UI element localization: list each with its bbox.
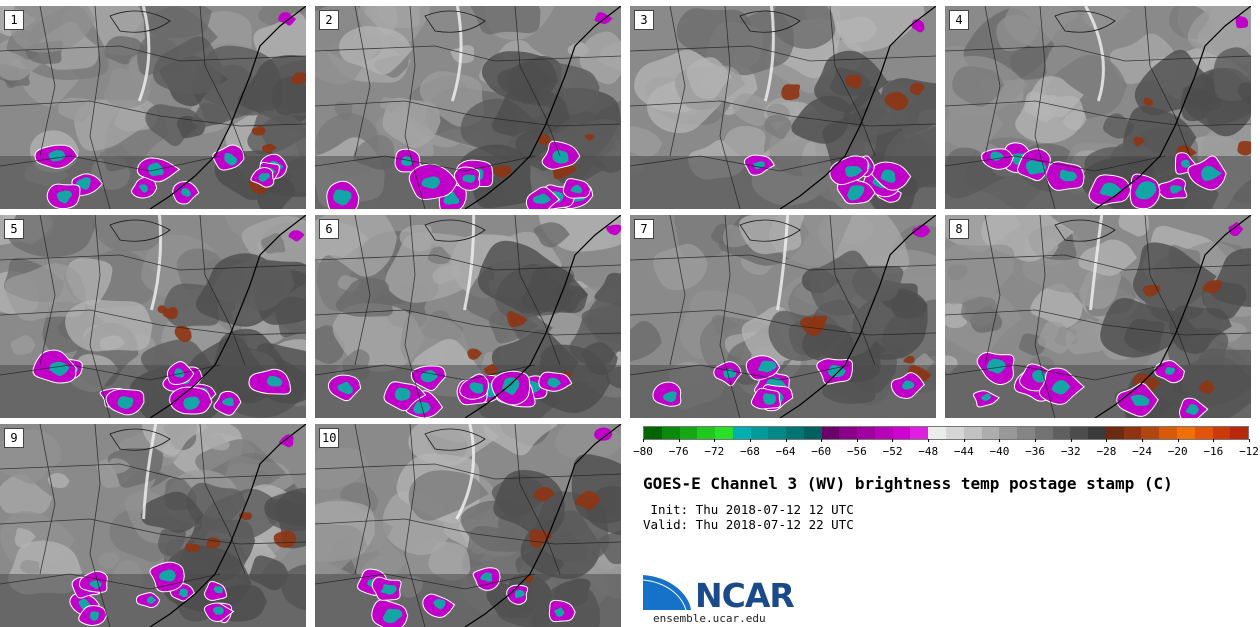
water-vapor-map — [0, 424, 306, 627]
panel-number: 1 — [4, 10, 24, 30]
colorbar-swatch — [644, 427, 662, 439]
colorbar-swatch — [661, 427, 680, 439]
forecast-panel-2: 2 — [315, 6, 621, 209]
colorbar-swatch — [750, 427, 769, 439]
panel-number: 9 — [4, 428, 24, 448]
colorbar-swatch — [697, 427, 716, 439]
forecast-panel-6: 6 — [315, 215, 621, 418]
water-vapor-map — [0, 6, 306, 209]
colorbar-tick-label: −28 — [1096, 439, 1116, 458]
colorbar-tick-label: −80 — [633, 439, 653, 458]
panel-number: 4 — [949, 10, 969, 30]
colorbar-tick-label: −72 — [704, 439, 724, 458]
panel-number: 7 — [634, 219, 654, 239]
colorbar-swatch — [803, 427, 822, 439]
forecast-panel-5: 5 — [0, 215, 306, 418]
colorbar-swatch — [999, 427, 1018, 439]
colorbar-swatch — [1194, 427, 1213, 439]
water-vapor-map — [0, 215, 306, 418]
colorbar-swatch — [928, 427, 947, 439]
water-vapor-map — [945, 215, 1251, 418]
colorbar-tick-label: −48 — [918, 439, 938, 458]
water-vapor-map — [315, 6, 621, 209]
colorbar-swatch — [1017, 427, 1035, 439]
panel-number: 10 — [319, 428, 340, 448]
forecast-panel-1: 1 — [0, 6, 306, 209]
forecast-panel-8: 8 — [945, 215, 1251, 418]
colorbar-swatch — [1212, 427, 1231, 439]
panel-number: 2 — [319, 10, 339, 30]
colorbar-swatch — [1141, 427, 1160, 439]
forecast-panel-9: 9 — [0, 424, 306, 627]
colorbar-swatch — [1088, 427, 1106, 439]
logo-url: ensemble.ucar.edu — [653, 612, 766, 625]
colorbar-swatch — [679, 427, 698, 439]
colorbar-swatch — [715, 427, 733, 439]
colorbar-tick-label: −56 — [847, 439, 867, 458]
colorbar-tick-label: −24 — [1132, 439, 1152, 458]
colorbar-tick-label: −12 — [1239, 439, 1259, 458]
colorbar-tick-label: −16 — [1203, 439, 1223, 458]
colorbar-tick-label: −44 — [954, 439, 974, 458]
colorbar-swatch — [1105, 427, 1124, 439]
colorbar-swatch — [1176, 427, 1195, 439]
figure-title: GOES-E Channel 3 (WV) brightness temp po… — [643, 474, 1173, 493]
colorbar-ticks: −80 −76 −72 −68 −64 −60 −56 −52 −48 −44 −40 −36 −32−… — [633, 439, 1259, 463]
panel-number: 8 — [949, 219, 969, 239]
water-vapor-map — [315, 424, 621, 627]
valid-time: Valid: Thu 2018-07-12 22 UTC — [643, 517, 854, 532]
colorbar-tick-label: −64 — [776, 439, 796, 458]
ncar-logo-icon — [643, 573, 694, 611]
init-time: Init: Thu 2018-07-12 12 UTC — [643, 502, 854, 517]
colorbar-swatch — [1070, 427, 1089, 439]
forecast-panel-7: 7 — [630, 215, 936, 418]
colorbar-tick-label: −40 — [990, 439, 1009, 458]
colorbar-tick-label: −68 — [740, 439, 760, 458]
panel-number: 3 — [634, 10, 654, 30]
colorbar-tick-label: −36 — [1025, 439, 1045, 458]
colorbar-swatch — [786, 427, 804, 439]
colorbar-swatch — [1230, 427, 1249, 439]
colorbar-swatch — [1123, 427, 1142, 439]
forecast-panel-10: 10 — [315, 424, 621, 627]
colorbar-swatch — [946, 427, 964, 439]
colorbar-swatch — [1034, 427, 1053, 439]
colorbar-swatch — [910, 427, 929, 439]
panel-number: 5 — [4, 219, 24, 239]
forecast-panel-3: 3 — [630, 6, 936, 209]
colorbar-tick-label: −76 — [669, 439, 689, 458]
water-vapor-map — [630, 215, 936, 418]
colorbar-swatch — [874, 427, 893, 439]
water-vapor-map — [315, 215, 621, 418]
colorbar-swatch — [821, 427, 840, 439]
water-vapor-map — [945, 6, 1251, 209]
colorbar-swatch — [768, 427, 787, 439]
forecast-panel-4: 4 — [945, 6, 1251, 209]
colorbar-tick-label: −20 — [1168, 439, 1188, 458]
colorbar-tick-label: −52 — [883, 439, 902, 458]
colorbar-swatch — [892, 427, 911, 439]
colorbar-swatch — [963, 427, 982, 439]
colorbar-swatch — [732, 427, 751, 439]
colorbar-swatch — [857, 427, 875, 439]
colorbar-swatch — [1052, 427, 1071, 439]
water-vapor-map — [630, 6, 936, 209]
ncar-wordmark: NCAR — [695, 576, 795, 615]
panel-number: 6 — [319, 219, 339, 239]
temperature-colorbar — [643, 426, 1249, 440]
colorbar-tick-label: −32 — [1061, 439, 1081, 458]
colorbar-tick-label: −60 — [811, 439, 831, 458]
colorbar-swatch — [839, 427, 858, 439]
colorbar-swatch — [1159, 427, 1177, 439]
colorbar-swatch — [981, 427, 1000, 439]
